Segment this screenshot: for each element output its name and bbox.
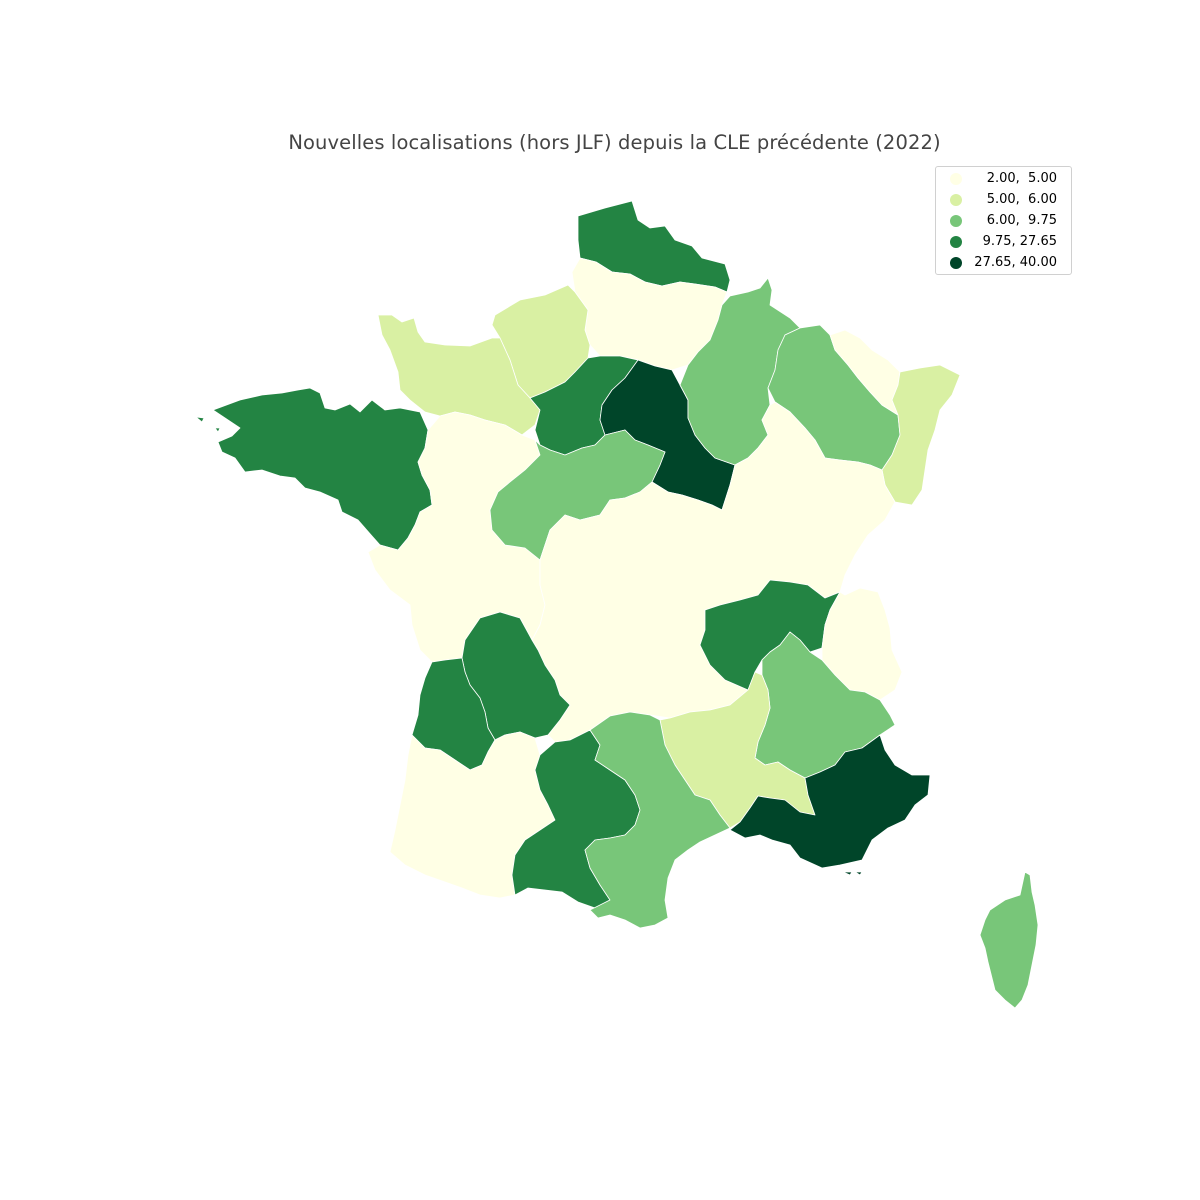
legend-label: 5.00, 6.00 <box>986 192 1057 207</box>
map-legend: 2.00, 5.00 5.00, 6.00 6.00, 9.75 9.75, 2… <box>935 166 1072 275</box>
region-paca-cote <box>729 734 931 869</box>
legend-swatch <box>950 257 962 269</box>
region-alsace <box>881 364 961 506</box>
legend-item: 27.65, 40.00 <box>936 253 1071 273</box>
legend-item: 5.00, 6.00 <box>936 190 1071 210</box>
region-bretagne <box>212 387 433 551</box>
region-normandie <box>377 314 541 436</box>
map-title: Nouvelles localisations (hors JLF) depui… <box>288 131 941 154</box>
region-languedoc <box>584 711 731 929</box>
legend-label: 9.75, 27.65 <box>982 234 1057 249</box>
legend-swatch <box>950 215 962 227</box>
legend-swatch <box>950 194 962 206</box>
legend-label: 27.65, 40.00 <box>974 255 1057 270</box>
legend-item: 6.00, 9.75 <box>936 211 1071 231</box>
legend-label: 6.00, 9.75 <box>986 213 1057 228</box>
legend-item: 2.00, 5.00 <box>936 169 1071 189</box>
legend-label: 2.00, 5.00 <box>986 171 1057 186</box>
legend-swatch <box>950 236 962 248</box>
legend-item: 9.75, 27.65 <box>936 232 1071 252</box>
legend-swatch <box>950 173 962 185</box>
region-corse <box>979 871 1039 1009</box>
region-paca-islands <box>842 871 863 876</box>
region-bretagne-islands <box>195 416 221 433</box>
